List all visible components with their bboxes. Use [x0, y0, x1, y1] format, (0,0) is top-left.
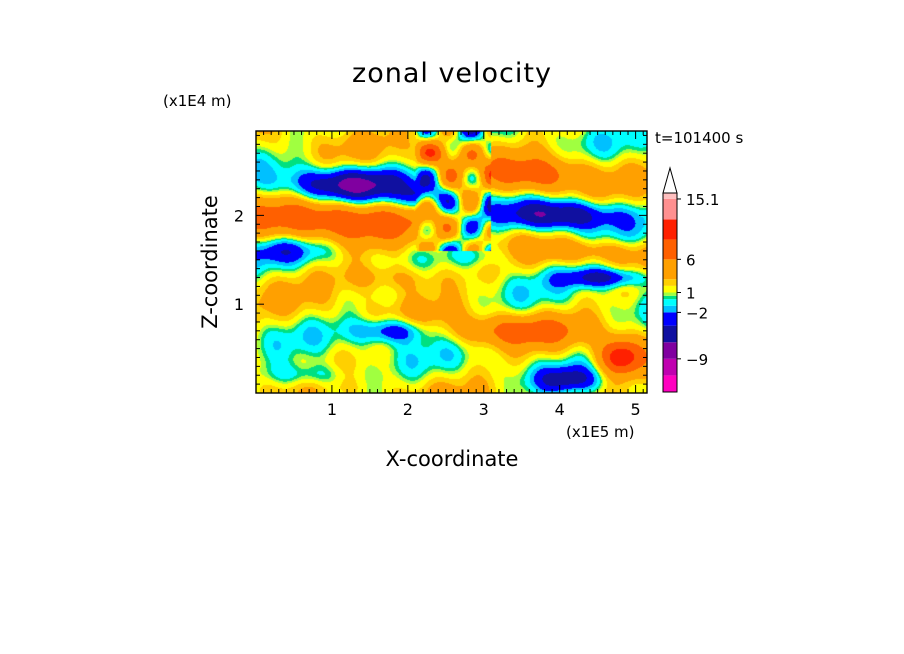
colorbar-band	[663, 295, 677, 300]
x-tick-label: 3	[479, 400, 489, 419]
colorbar-label: 6	[686, 251, 696, 269]
plot-frame	[255, 130, 648, 394]
colorbar-band	[663, 312, 677, 326]
chart-title: zonal velocity	[352, 58, 552, 89]
colorbar-band	[663, 279, 677, 286]
colorbar-label: −9	[686, 351, 708, 369]
time-label: t=101400 s	[655, 129, 744, 147]
colorbar-band	[663, 193, 677, 199]
y-tick-label: 1	[234, 295, 244, 314]
x-tick-label: 2	[403, 400, 413, 419]
y-tick-label: 2	[234, 206, 244, 225]
y-unit-label: (x1E4 m)	[163, 92, 232, 110]
colorbar-band	[663, 219, 677, 240]
colorbar-band	[663, 239, 677, 260]
colorbar-band	[663, 375, 677, 392]
colorbar-band	[663, 259, 677, 280]
x-axis-label: X-coordinate	[385, 447, 519, 471]
colorbar-label: 1	[686, 285, 696, 303]
colorbar-label: 15.1	[686, 191, 719, 209]
x-tick-label: 4	[555, 400, 565, 419]
x-unit-label: (x1E5 m)	[566, 423, 635, 441]
colorbar-band	[663, 292, 677, 296]
colorbar-band	[663, 299, 677, 306]
colorbar-overflow-tip	[662, 166, 678, 194]
colorbar-band	[663, 285, 677, 293]
colorbar-label: −2	[686, 304, 708, 322]
colorbar-band	[663, 325, 677, 343]
contour-field	[256, 131, 647, 393]
x-tick-label: 1	[327, 400, 337, 419]
x-tick-label: 5	[631, 400, 641, 419]
colorbar-band	[663, 305, 677, 313]
colorbar-band	[663, 342, 677, 359]
colorbar-band	[663, 198, 677, 220]
colorbar-band	[663, 358, 677, 376]
